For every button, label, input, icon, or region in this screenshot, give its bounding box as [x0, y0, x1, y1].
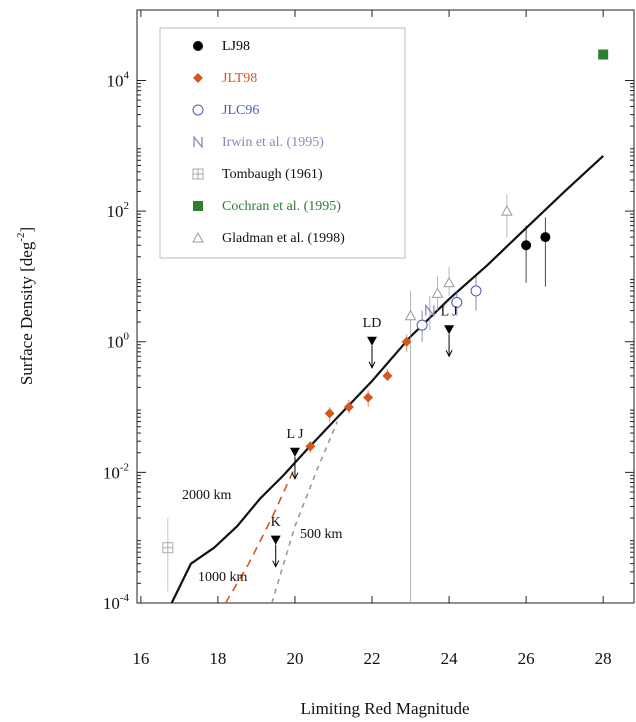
- limit-arrow: [445, 334, 453, 358]
- point: [363, 392, 374, 403]
- x-tick-label: 28: [595, 649, 612, 668]
- y-axis-label: Surface Density [deg-2]: [15, 227, 36, 385]
- legend-box: [159, 27, 406, 259]
- legend-label: Gladman et al. (1998): [222, 231, 345, 246]
- point: [324, 408, 335, 419]
- x-tick-label: 24: [441, 649, 459, 668]
- upper-limit: [289, 447, 300, 457]
- plot-frame: [136, 9, 635, 604]
- x-tick-label: 18: [209, 649, 226, 668]
- x-axis-label: Limiting Red Magnitude: [300, 699, 469, 718]
- point: [431, 287, 444, 298]
- point: [343, 402, 354, 413]
- point: [501, 205, 513, 216]
- limit-label: K: [271, 515, 281, 530]
- limit-label: L J: [286, 427, 304, 442]
- upper-limit: [444, 325, 455, 335]
- point: [193, 201, 203, 211]
- point: [443, 276, 455, 288]
- point: [451, 296, 463, 308]
- upper-limit: [270, 535, 281, 545]
- model-curve: [170, 155, 604, 604]
- point: [193, 135, 203, 149]
- point: [404, 309, 417, 321]
- point: [192, 104, 204, 116]
- y-tick-label: 10-4: [103, 592, 130, 613]
- curve-label: 2000 km: [182, 488, 232, 503]
- point: [193, 73, 203, 83]
- legend-label: JLC96: [222, 103, 259, 118]
- legend-label: LJ98: [222, 39, 250, 54]
- point: [598, 49, 609, 60]
- legend-label: JLT98: [222, 71, 257, 86]
- point: [425, 303, 435, 318]
- limit-arrow: [368, 345, 376, 369]
- point: [540, 232, 551, 243]
- point: [162, 542, 174, 554]
- point: [401, 336, 412, 347]
- y-tick-label: 100: [107, 330, 130, 351]
- point: [470, 285, 482, 297]
- legend-label: Cochran et al. (1995): [222, 199, 341, 214]
- point: [416, 319, 428, 331]
- model-curve: [271, 421, 339, 604]
- point: [193, 41, 203, 51]
- legend-label: Tombaugh (1961): [222, 167, 323, 182]
- x-tick-label: 20: [286, 649, 303, 668]
- model-curve: [224, 466, 296, 604]
- point: [192, 168, 204, 180]
- y-tick-label: 104: [107, 69, 130, 90]
- limit-label: L J: [441, 304, 459, 319]
- limit-label: LD: [363, 316, 382, 331]
- point: [192, 231, 204, 243]
- upper-limit: [367, 336, 378, 346]
- point: [305, 441, 316, 452]
- point: [382, 370, 393, 381]
- y-tick-label: 10-2: [103, 461, 129, 482]
- x-tick-label: 16: [132, 649, 149, 668]
- x-tick-label: 26: [518, 649, 535, 668]
- limit-arrow: [272, 544, 280, 568]
- limit-arrow: [291, 456, 299, 480]
- point: [521, 240, 532, 251]
- curve-label: 500 km: [300, 527, 343, 542]
- x-tick-label: 22: [364, 649, 381, 668]
- curve-label: 1000 km: [198, 570, 248, 585]
- legend-label: Irwin et al. (1995): [222, 135, 324, 150]
- y-tick-label: 102: [107, 200, 130, 221]
